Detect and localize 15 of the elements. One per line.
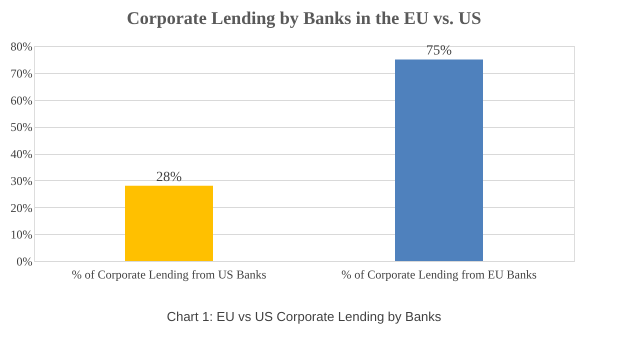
data-label: 75% xyxy=(426,43,452,58)
y-tick-label: 20% xyxy=(10,200,32,215)
y-tick-label: 10% xyxy=(10,228,32,242)
y-tick-label: 60% xyxy=(10,93,32,108)
caption: Chart 1: EU vs US Corporate Lending by Banks xyxy=(166,309,442,324)
y-tick-label: 0% xyxy=(16,254,32,268)
x-tick-label: % of Corporate Lending from US Banks xyxy=(72,268,267,282)
y-tick-label: 80% xyxy=(10,40,32,54)
data-label: 28% xyxy=(156,170,182,185)
y-tick-label: 30% xyxy=(10,174,32,188)
y-tick-label: 70% xyxy=(10,66,32,80)
x-tick-label: % of Corporate Lending from EU Banks xyxy=(341,268,537,282)
y-tick-label: 50% xyxy=(10,120,32,134)
y-tick-label: 40% xyxy=(10,147,32,161)
chart-title: Corporate Lending by Banks in the EU vs. US xyxy=(126,8,482,28)
